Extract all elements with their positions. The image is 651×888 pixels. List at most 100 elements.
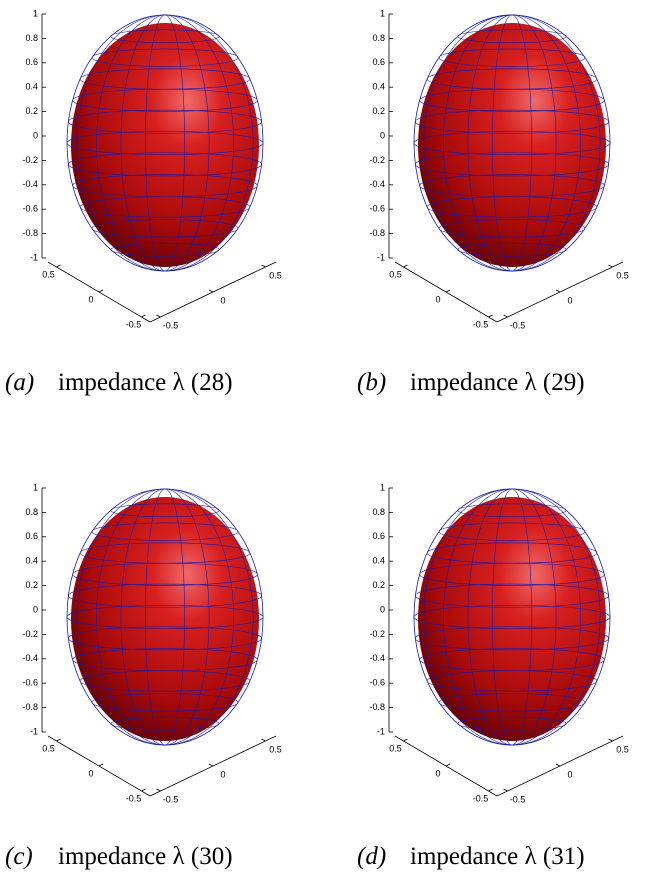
y-tick-label: 0	[220, 295, 225, 305]
x-tick	[142, 315, 146, 317]
panel: 1 0.8 0.6 0.4 0.2 0 -0.2 -0.4 -0.6 -0.8 -1 0.5 0 -0.5…	[22, 482, 281, 804]
z-tick-label: 0	[33, 130, 38, 140]
panel-label: (d)	[357, 843, 386, 870]
y-tick	[504, 315, 508, 317]
x-tick-label: 0	[435, 294, 440, 304]
y-tick	[157, 315, 161, 317]
x-tick-label: 0	[88, 294, 93, 304]
x-tick	[99, 764, 103, 766]
z-tick-label: 0.2	[372, 580, 385, 590]
y-tick	[556, 290, 560, 292]
y-tick	[209, 764, 213, 766]
y-tick	[262, 739, 266, 741]
y-tick-label: -0.5	[163, 794, 179, 804]
x-tick-label: -0.5	[126, 319, 142, 329]
z-tick-label: 0.4	[372, 82, 385, 92]
z-tick-label: -0.6	[369, 678, 385, 688]
y-tick-label: -0.5	[510, 794, 526, 804]
x-tick	[404, 739, 408, 741]
y-tick	[262, 265, 266, 267]
z-tick-label: -0.6	[22, 678, 38, 688]
x-tick-label: -0.5	[126, 793, 142, 803]
x-tick-label: -0.5	[473, 793, 489, 803]
x-tick-label: 0.5	[42, 743, 55, 753]
z-tick-label: 1	[380, 482, 385, 492]
x-tick-label: 0	[88, 768, 93, 778]
y-tick-label: 0.5	[616, 270, 629, 280]
z-tick-label: 0	[380, 604, 385, 614]
z-tick-label: 0.2	[25, 106, 38, 116]
z-tick-label: -0.4	[22, 653, 38, 663]
z-tick-label: 0.8	[25, 33, 38, 43]
z-tick-label: -1	[30, 252, 38, 262]
y-tick	[609, 739, 613, 741]
figure: 1 0.8 0.6 0.4 0.2 0 -0.2 -0.4 -0.6 -0.8 -1 0.5 0 -0.5…	[0, 0, 651, 888]
red-body	[418, 23, 606, 267]
z-tick-label: 0.8	[372, 33, 385, 43]
panel-caption: impedance λ (29)	[410, 369, 585, 396]
y-tick-label: -0.5	[163, 320, 179, 330]
z-tick-label: -0.8	[22, 702, 38, 712]
x-tick	[446, 764, 450, 766]
z-tick-label: 0.6	[25, 57, 38, 67]
panel-caption: impedance λ (31)	[410, 843, 585, 870]
x-tick	[446, 290, 450, 292]
z-tick-label: -1	[30, 726, 38, 736]
z-tick-label: 0.6	[372, 57, 385, 67]
z-tick-label: -0.2	[369, 629, 385, 639]
y-tick-label: 0	[567, 769, 572, 779]
y-tick-label: -0.5	[510, 320, 526, 330]
z-tick-label: 0.2	[372, 106, 385, 116]
y-tick	[609, 265, 613, 267]
x-tick	[404, 265, 408, 267]
z-tick-label: -0.8	[369, 228, 385, 238]
y-tick	[157, 789, 161, 791]
z-tick-label: 0.6	[372, 531, 385, 541]
panel-label: (b)	[357, 369, 386, 396]
page: 1 0.8 0.6 0.4 0.2 0 -0.2 -0.4 -0.6 -0.8 -1 0.5 0 -0.5…	[0, 0, 651, 888]
z-tick-label: 1	[33, 8, 38, 18]
y-tick-label: 0	[567, 295, 572, 305]
red-body	[71, 23, 259, 267]
y-tick-label: 0.5	[269, 744, 282, 754]
z-tick-label: -0.2	[22, 629, 38, 639]
z-tick-label: 0	[380, 130, 385, 140]
z-tick-label: 1	[33, 482, 38, 492]
x-tick	[57, 265, 61, 267]
y-tick	[504, 789, 508, 791]
z-tick-label: 0.8	[372, 507, 385, 517]
x-tick-label: 0.5	[389, 743, 402, 753]
y-tick	[209, 290, 213, 292]
z-tick-label: 0.4	[25, 82, 38, 92]
z-tick-label: 0.2	[25, 580, 38, 590]
x-tick	[489, 315, 493, 317]
x-tick	[489, 789, 493, 791]
panel-caption: impedance λ (30)	[58, 843, 233, 870]
x-tick	[57, 739, 61, 741]
y-tick-label: 0.5	[616, 744, 629, 754]
y-tick-label: 0.5	[269, 270, 282, 280]
z-tick-label: -0.6	[369, 204, 385, 214]
x-tick-label: 0.5	[42, 269, 55, 279]
panel-label: (a)	[5, 369, 34, 396]
panel: 10.80.60.40.20-0.2-0.4-0.6-0.8-10.50-0.5…	[22, 8, 281, 330]
panel: 10.80.60.40.20-0.2-0.4-0.6-0.8-10.50-0.5…	[369, 482, 628, 804]
red-body	[418, 497, 606, 741]
z-tick-label: 0.4	[372, 556, 385, 566]
z-tick-label: 0.8	[25, 507, 38, 517]
red-body	[71, 497, 259, 741]
z-tick-label: -0.8	[369, 702, 385, 712]
z-tick-label: 0.4	[25, 556, 38, 566]
z-tick-label: 0.6	[25, 531, 38, 541]
panel-label: (c)	[5, 843, 33, 870]
z-tick-label: -0.4	[369, 653, 385, 663]
z-tick-label: -0.2	[369, 155, 385, 165]
z-tick-label: -0.2	[22, 155, 38, 165]
z-tick-label: -1	[377, 252, 385, 262]
y-tick	[556, 764, 560, 766]
y-tick-label: 0	[220, 769, 225, 779]
z-tick-label: -0.8	[22, 228, 38, 238]
x-tick-label: -0.5	[473, 319, 489, 329]
z-tick-label: -0.4	[369, 179, 385, 189]
panel: 10.80.60.40.20-0.2-0.4-0.6-0.8-10.50-0.5…	[369, 8, 628, 330]
